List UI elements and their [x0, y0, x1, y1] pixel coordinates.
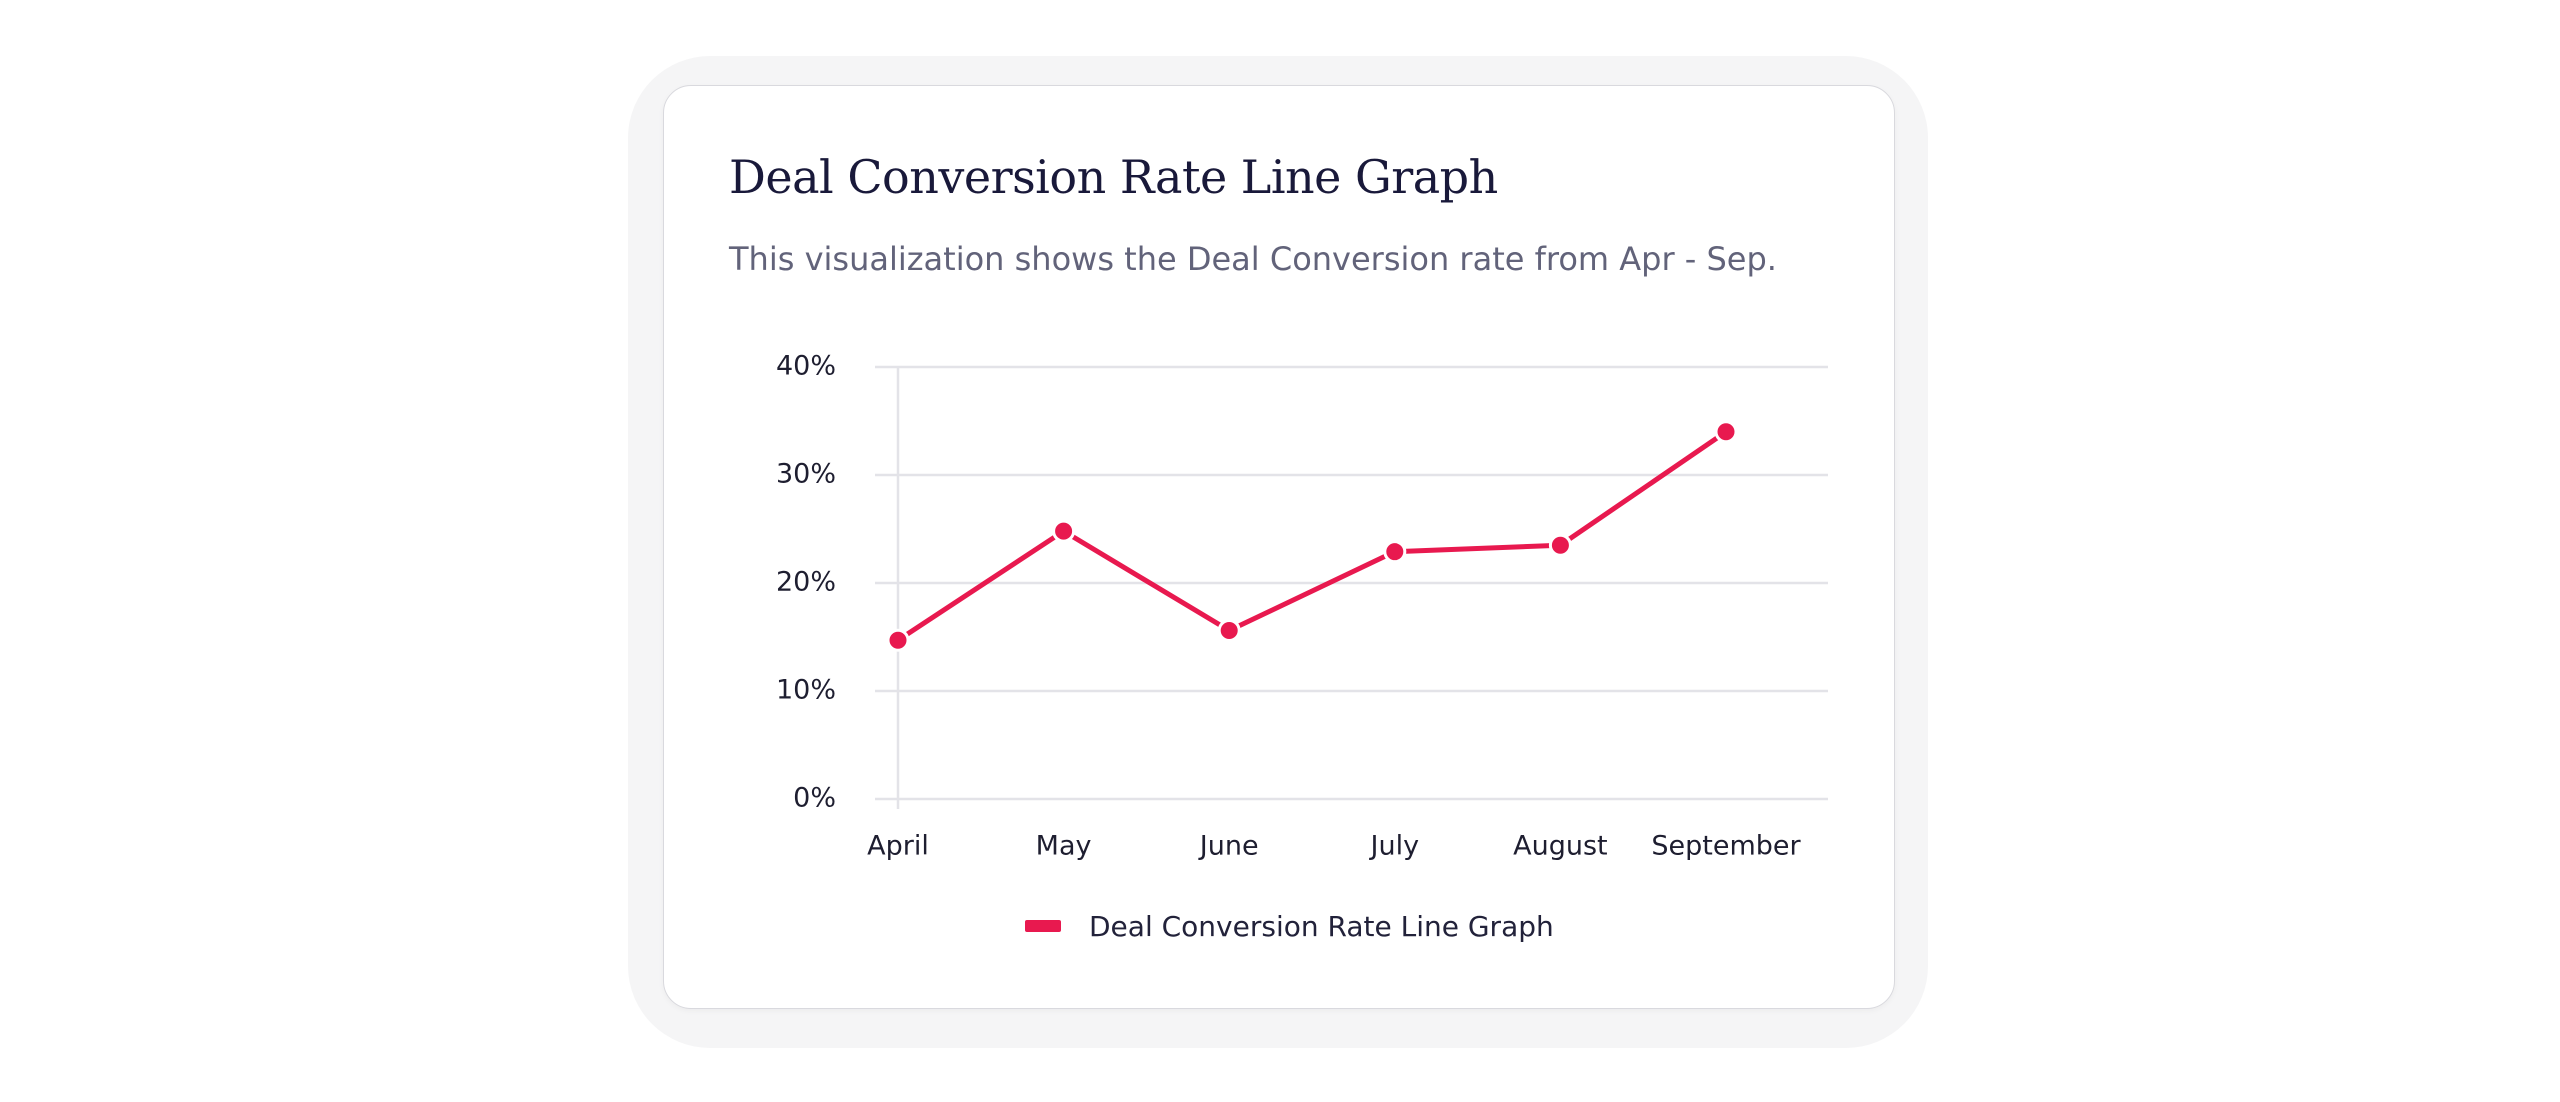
y-tick-label: 0%	[793, 783, 836, 814]
x-tick-label: May	[1036, 831, 1092, 862]
y-tick-label: 30%	[776, 459, 836, 490]
x-tick-label: August	[1513, 831, 1608, 862]
data-point	[1052, 519, 1076, 543]
x-axis-ticks: April May June July August September	[867, 831, 1801, 862]
data-point	[886, 628, 910, 652]
y-tick-label: 10%	[776, 675, 836, 706]
series-line-path	[895, 429, 1729, 643]
x-tick-label: September	[1651, 831, 1801, 862]
data-point	[1383, 540, 1407, 564]
chart-title: Deal Conversion Rate Line Graph	[729, 150, 1498, 204]
x-tick-label: July	[1369, 831, 1420, 862]
x-tick-label: June	[1198, 831, 1259, 862]
chart-subtitle: This visualization shows the Deal Conver…	[729, 240, 1777, 278]
series-points	[886, 420, 1738, 652]
chart-card	[663, 85, 1895, 1009]
y-tick-label: 40%	[776, 351, 836, 382]
data-point	[1548, 533, 1572, 557]
y-axis-ticks: 0% 10% 20% 30% 40%	[776, 351, 836, 814]
gridlines	[875, 365, 1828, 809]
legend-swatch	[1025, 920, 1061, 932]
y-tick-label: 20%	[776, 567, 836, 598]
chart-legend: Deal Conversion Rate Line Graph	[1025, 906, 1554, 946]
data-point	[1217, 619, 1241, 643]
data-point	[1714, 420, 1738, 444]
legend-label: Deal Conversion Rate Line Graph	[1089, 909, 1554, 943]
x-tick-label: April	[867, 831, 929, 862]
series-line	[895, 429, 1729, 643]
